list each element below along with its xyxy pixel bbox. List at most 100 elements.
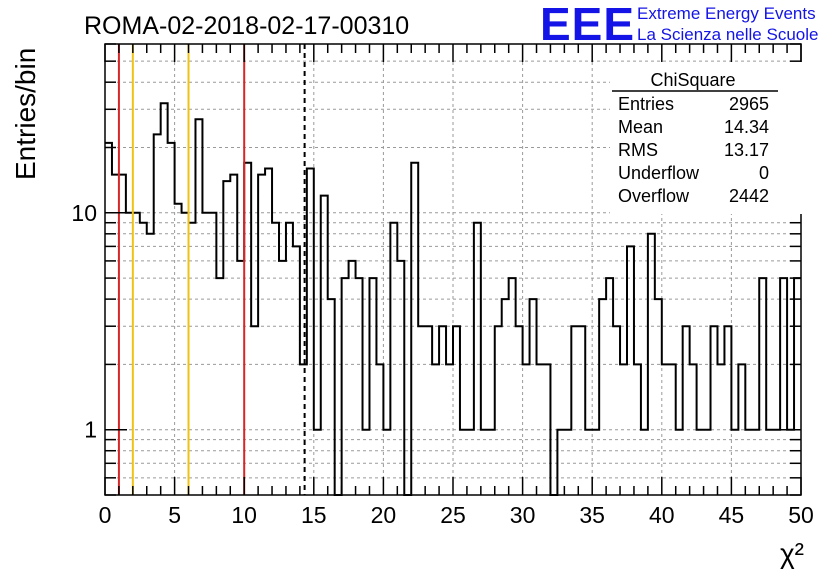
histogram-bin bbox=[502, 299, 509, 495]
histogram-bin bbox=[286, 223, 293, 495]
histogram-outline bbox=[105, 102, 801, 496]
histogram-bin bbox=[724, 326, 731, 495]
histogram-bin bbox=[202, 213, 209, 495]
stats-value: 0 bbox=[759, 163, 769, 183]
histogram-bin bbox=[683, 326, 690, 495]
histogram-bin bbox=[439, 326, 446, 495]
histogram-bin bbox=[711, 326, 718, 495]
histogram-bin bbox=[530, 299, 537, 495]
histogram-bin bbox=[467, 430, 474, 495]
logo-line2: La Scienza nelle Scuole bbox=[637, 25, 818, 44]
histogram-bin bbox=[209, 213, 216, 495]
histogram-bin bbox=[495, 326, 502, 495]
histogram-bin bbox=[613, 326, 620, 495]
histogram-bin bbox=[397, 261, 404, 495]
histogram-bin bbox=[704, 430, 711, 495]
x-tick-label: 30 bbox=[510, 502, 536, 528]
stats-label: Overflow bbox=[618, 186, 690, 206]
histogram-bin bbox=[697, 430, 704, 495]
histogram-bin bbox=[634, 364, 641, 495]
histogram-bin bbox=[662, 364, 669, 495]
histogram-bin bbox=[745, 430, 752, 495]
histogram-bin bbox=[223, 181, 230, 495]
x-tick-label: 5 bbox=[168, 502, 181, 528]
histogram-bin bbox=[738, 364, 745, 495]
histogram-bin bbox=[669, 364, 676, 495]
histogram-bin bbox=[251, 326, 258, 495]
stats-value: 2442 bbox=[729, 186, 769, 206]
histogram-bin bbox=[154, 134, 161, 495]
histogram-bin bbox=[752, 430, 759, 495]
x-tick-label: 10 bbox=[231, 502, 257, 528]
histogram-bin bbox=[731, 430, 738, 495]
histogram-bin bbox=[641, 430, 648, 495]
histogram-bin bbox=[676, 430, 683, 495]
x-tick-label: 40 bbox=[649, 502, 675, 528]
histogram-bin bbox=[655, 299, 662, 495]
x-tick-label: 45 bbox=[719, 502, 745, 528]
histogram-bin bbox=[314, 430, 321, 495]
stats-label: RMS bbox=[618, 140, 658, 160]
histogram-bin bbox=[794, 278, 801, 495]
stats-value: 14.34 bbox=[724, 117, 769, 137]
chart-title: ROMA-02-2018-02-17-00310 bbox=[84, 12, 409, 40]
histogram-bin bbox=[168, 143, 175, 495]
y-axis-title: Entries/bin bbox=[10, 48, 41, 180]
histogram-bin bbox=[474, 223, 481, 495]
histogram-bin bbox=[411, 163, 418, 495]
stats-label: Underflow bbox=[618, 163, 700, 183]
histogram-bin bbox=[244, 163, 251, 495]
histogram-bin bbox=[105, 143, 112, 495]
logo-acronym: EEE bbox=[540, 0, 635, 50]
x-tick-label: 50 bbox=[788, 502, 814, 528]
stats-value: 2965 bbox=[729, 94, 769, 114]
histogram-bin bbox=[119, 175, 126, 495]
histogram-bin bbox=[620, 364, 627, 495]
histogram-bin bbox=[342, 278, 349, 495]
histogram-bin bbox=[690, 364, 697, 495]
histogram-bin bbox=[293, 246, 300, 495]
reference-lines bbox=[117, 44, 306, 495]
histogram-bin bbox=[717, 364, 724, 495]
stats-value: 13.17 bbox=[724, 140, 769, 160]
histogram-bin bbox=[126, 213, 133, 495]
histogram-bin bbox=[585, 430, 592, 495]
tick-labels: 0 5 10 15 20 25 30 35 40 45 50 1 10 bbox=[71, 200, 813, 528]
histogram bbox=[105, 102, 801, 496]
histogram-bin bbox=[571, 326, 578, 495]
histogram-bin bbox=[376, 364, 383, 495]
histogram-bin bbox=[432, 364, 439, 495]
histogram-bin bbox=[537, 364, 544, 495]
histogram-bin bbox=[523, 364, 530, 495]
y-tick-label: 10 bbox=[71, 200, 97, 226]
histogram-bin bbox=[516, 326, 523, 495]
histogram-bin bbox=[453, 326, 460, 495]
eee-logo: EEE Extreme Energy Events La Scienza nel… bbox=[540, 0, 818, 50]
histogram-bin bbox=[592, 430, 599, 495]
x-tick-label: 35 bbox=[579, 502, 605, 528]
histogram-bin bbox=[425, 326, 432, 495]
histogram-bin bbox=[759, 278, 766, 495]
histogram-bin bbox=[369, 278, 376, 495]
histogram-bin bbox=[258, 175, 265, 495]
histogram-bin bbox=[328, 299, 335, 495]
histogram-bin bbox=[140, 223, 147, 495]
histogram-bin bbox=[627, 246, 634, 495]
histogram-bin bbox=[543, 364, 550, 495]
histogram-bin bbox=[216, 278, 223, 495]
stats-box-bg bbox=[610, 62, 806, 214]
y-tick-label: 1 bbox=[84, 417, 97, 443]
axes bbox=[104, 43, 802, 496]
histogram-bin bbox=[363, 430, 370, 495]
stats-label: Mean bbox=[618, 117, 663, 137]
histogram-bin bbox=[189, 223, 196, 495]
histogram-bin bbox=[557, 430, 564, 495]
histogram-bin bbox=[133, 213, 140, 495]
x-tick-label: 20 bbox=[371, 502, 397, 528]
histogram-bin bbox=[272, 223, 279, 495]
x-tick-label: 25 bbox=[440, 502, 466, 528]
histogram-bin bbox=[300, 364, 307, 495]
histogram-bin bbox=[307, 169, 314, 495]
histogram-bin bbox=[606, 278, 613, 495]
